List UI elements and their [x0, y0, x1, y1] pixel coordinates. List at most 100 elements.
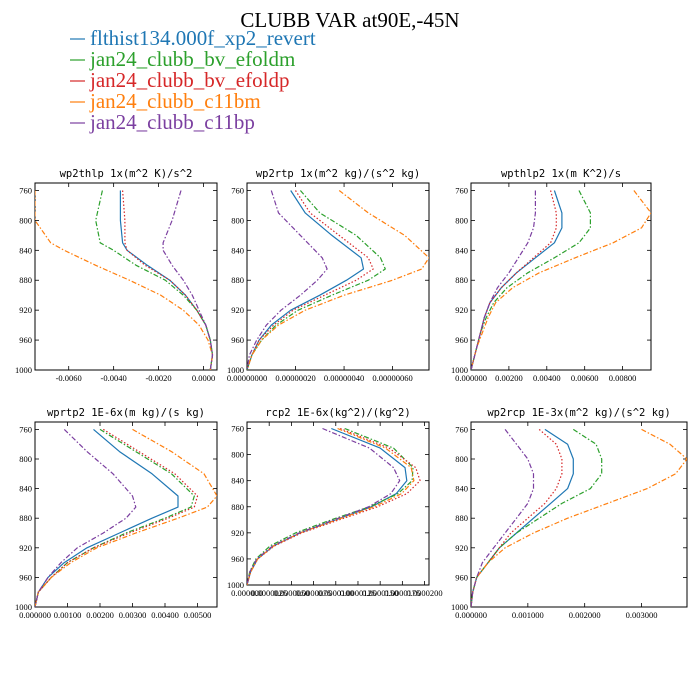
y-tick-label: 800	[19, 454, 32, 464]
y-tick-label: 920	[231, 528, 244, 538]
x-tick-label: 0.0000125	[340, 588, 376, 598]
plot-frame	[246, 421, 430, 586]
legend-entry: flthist134.000f_xp2_revert	[90, 26, 316, 50]
x-tick-label: 0.0000175	[384, 588, 420, 598]
y-tick-label: 880	[19, 513, 32, 523]
series-group	[35, 428, 217, 607]
y-tick-label: 920	[455, 305, 468, 315]
x-tick-label: 0.000000	[455, 373, 487, 383]
x-tick-label: -0.0040	[101, 373, 127, 383]
y-tick-label: 1000	[227, 580, 244, 590]
y-tick-label: 800	[455, 215, 468, 225]
y-tick-label: 1000	[451, 602, 468, 612]
figure-title: CLUBB VAR at90E,-45N	[240, 8, 459, 32]
series-line	[471, 428, 687, 607]
x-tick-label: 0.0000050	[273, 588, 309, 598]
plot-frame	[470, 182, 652, 371]
x-tick-label: 0.0000075	[296, 588, 332, 598]
y-tick-label: 920	[19, 305, 32, 315]
plot-frame	[34, 182, 218, 371]
y-tick-label: 800	[231, 450, 244, 460]
x-tick-label: 0.0000	[192, 373, 215, 383]
series-line	[471, 190, 651, 370]
x-tick-label: 0.00600	[571, 373, 599, 383]
panels: wp2thlp 1x(m^2 K)/s^2 760 800 840 880 920 960 1…	[15, 168, 688, 620]
y-tick-label: 1000	[227, 365, 244, 375]
series-line	[471, 190, 592, 370]
x-tick-label: 0.0000150	[362, 588, 398, 598]
series-line	[247, 190, 365, 370]
subplot-title: wp2thlp 1x(m^2 K)/s^2	[60, 168, 193, 180]
x-tick-label: 0.00400	[151, 610, 179, 620]
series-line	[35, 428, 217, 607]
subplot-title: wpthlp2 1x(m K^2)/s	[501, 168, 621, 180]
x-tick-label: 0.00000060	[372, 373, 412, 383]
y-tick-label: 760	[231, 424, 244, 434]
y-tick-label: 840	[19, 484, 32, 494]
series-line	[247, 190, 328, 370]
series-line	[247, 190, 386, 370]
series-line	[247, 427, 408, 585]
x-tick-label: -0.0020	[145, 373, 171, 383]
series-line	[247, 190, 374, 370]
y-tick-label: 920	[231, 305, 244, 315]
y-tick-label: 840	[231, 245, 244, 255]
y-tick-label: 760	[455, 424, 468, 434]
y-tick-label: 800	[455, 454, 468, 464]
subplot-title: rcp2 1E-6x(kg^2)/(kg^2)	[265, 407, 410, 419]
y-tick-label: 960	[455, 572, 468, 582]
subplot: wp2rcp 1E-3x(m^2 kg)/(s^2 kg) 760 800 840 88…	[451, 407, 688, 620]
x-tick-label: 0.00800	[609, 373, 637, 383]
x-tick-label: 0.0000100	[318, 588, 354, 598]
y-tick-label: 880	[231, 502, 244, 512]
series-line	[35, 428, 195, 607]
y-tick-label: 760	[19, 185, 32, 195]
subplot: wpthlp2 1x(m K^2)/s 760 800 840 880 920 960 100…	[451, 168, 652, 383]
y-tick-label: 880	[455, 513, 468, 523]
series-line	[247, 427, 414, 585]
series-group	[35, 190, 214, 370]
y-tick-label: 960	[19, 335, 32, 345]
x-tick-label: 0.00200	[86, 610, 114, 620]
y-tick-label: 800	[231, 215, 244, 225]
y-tick-label: 1000	[15, 602, 32, 612]
series-line	[471, 429, 535, 607]
series-line	[471, 428, 574, 607]
x-tick-label: 0.00100	[54, 610, 82, 620]
x-tick-label: 0.0000200	[406, 588, 442, 598]
y-tick-label: 840	[231, 476, 244, 486]
x-tick-label: 0.00300	[119, 610, 147, 620]
x-tick-label: -0.0060	[56, 373, 82, 383]
subplot-title: wprtp2 1E-6x(m kg)/(s kg)	[47, 407, 205, 419]
y-tick-label: 840	[19, 245, 32, 255]
series-line	[122, 190, 214, 370]
series-line	[471, 190, 537, 370]
series-line	[119, 190, 214, 370]
series-line	[35, 428, 199, 607]
y-tick-label: 960	[455, 335, 468, 345]
legend-entry: jan24_clubb_c11bp	[89, 110, 255, 134]
subplot: wp2rtp 1x(m^2 kg)/(s^2 kg) 760 800 840 880 92…	[227, 168, 430, 383]
x-tick-label: 0.000000	[231, 588, 263, 598]
series-line	[247, 427, 421, 585]
series-line	[247, 427, 415, 585]
y-tick-label: 960	[19, 572, 32, 582]
subplot-title: wp2rcp 1E-3x(m^2 kg)/(s^2 kg)	[487, 407, 670, 419]
series-line	[471, 428, 603, 607]
series-line	[35, 428, 137, 607]
series-line	[35, 190, 214, 370]
y-tick-label: 880	[455, 275, 468, 285]
y-tick-label: 920	[455, 543, 468, 553]
series-group	[471, 190, 651, 370]
y-tick-label: 760	[19, 424, 32, 434]
y-tick-label: 760	[231, 185, 244, 195]
plot-frame	[34, 421, 218, 608]
x-tick-label: 0.0000025	[251, 588, 287, 598]
series-line	[35, 428, 179, 607]
series-line	[247, 190, 429, 370]
x-tick-label: 0.00000000	[227, 373, 267, 383]
series-line	[471, 190, 557, 370]
x-tick-label: 0.00000040	[324, 373, 364, 383]
legend-entry: jan24_clubb_c11bm	[89, 89, 261, 113]
